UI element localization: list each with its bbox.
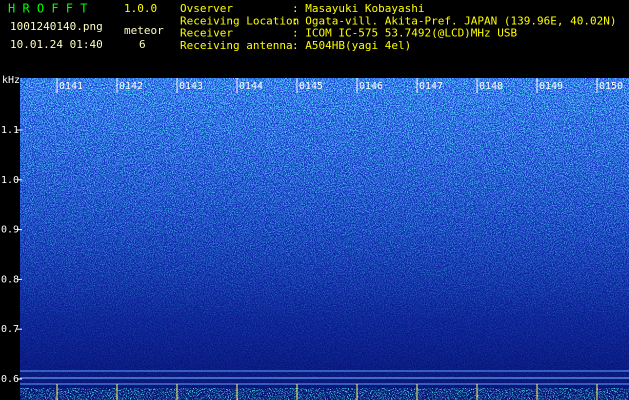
freq-label: 0.7 (1, 324, 19, 335)
freq-label: 0.8 (1, 274, 19, 285)
time-label: 0144 (239, 81, 263, 92)
freq-label: 0.6 (1, 374, 19, 385)
field-value: : Ogata-vill. Akita-Pref. JAPAN (139.96E… (292, 14, 617, 27)
freq-label: 1.1 (1, 125, 19, 136)
version: 1.0.0 (124, 2, 157, 15)
time-label: 0147 (419, 81, 443, 92)
spectrogram-noise (20, 78, 629, 400)
field-label: Receiving Location (180, 14, 299, 27)
time-label: 0145 (299, 81, 323, 92)
field-value: : Masayuki Kobayashi (292, 2, 424, 15)
app-name: H R O F F T (8, 2, 87, 16)
field-value: : A504HB(yagi 4el) (292, 39, 411, 52)
bottom-strip (20, 388, 629, 400)
counter-value: 6 (139, 38, 146, 51)
time-label: 0150 (599, 81, 623, 92)
field-label: Receiver (180, 27, 233, 40)
file-name: 1001240140.png (10, 20, 103, 33)
time-label: 0149 (539, 81, 563, 92)
freq-label: 1.0 (1, 175, 19, 186)
unit-label: kHz (2, 75, 20, 86)
datetime: 10.01.24 01:40 (10, 38, 103, 51)
field-label: Receiving antenna (180, 39, 293, 52)
field-label: Ovserver (180, 2, 233, 15)
field-value: : ICOM IC-575 53.7492(@LCD)MHz USB (292, 27, 518, 40)
time-label: 0141 (59, 81, 83, 92)
time-label: 0146 (359, 81, 383, 92)
time-label: 0143 (179, 81, 203, 92)
time-label: 0148 (479, 81, 503, 92)
counter-label: meteor (124, 24, 164, 37)
time-label: 0142 (119, 81, 143, 92)
freq-label: 0.9 (1, 225, 19, 236)
